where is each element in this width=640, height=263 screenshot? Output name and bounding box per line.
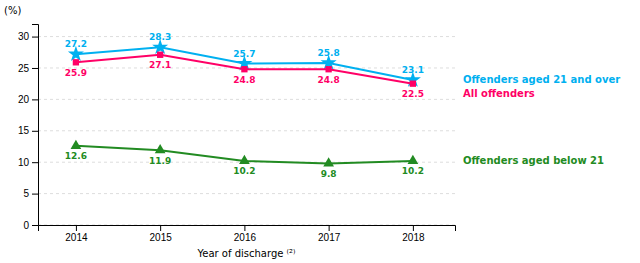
- y-tick: 20: [18, 94, 38, 105]
- y-tick-mark: [32, 37, 38, 38]
- x-tick-label: 2017: [318, 232, 341, 243]
- data-label: 9.8: [321, 169, 337, 179]
- data-label: 10.2: [233, 166, 255, 176]
- y-tick: 10: [18, 157, 38, 168]
- y-tick: 25: [18, 63, 38, 74]
- plot: 2014 2015 2016 2017 2018 0 5 10 15 20 25 30 (%) Year …: [4, 5, 620, 259]
- y-tick-mark: [32, 131, 38, 132]
- x-axis: 2014 2015 2016 2017 2018: [39, 225, 456, 243]
- y-tick: 5: [23, 188, 38, 199]
- x-tick-mark: [413, 225, 414, 231]
- y-tick-mark: [32, 225, 38, 226]
- y-tick: 15: [18, 125, 38, 136]
- grid-line: [38, 99, 455, 100]
- y-tick: 0: [23, 220, 38, 231]
- data-label: 25.7: [233, 49, 255, 59]
- data-label: 28.3: [149, 32, 171, 42]
- y-tick-mark: [32, 99, 38, 100]
- grid-line: [38, 36, 455, 37]
- x-axis-line: [39, 226, 456, 232]
- grid-line: [38, 130, 455, 131]
- x-tick-label: 2015: [150, 232, 173, 243]
- series: [71, 140, 419, 167]
- legend-entry: Offenders aged 21 and over: [463, 74, 620, 85]
- x-tick-mark: [160, 225, 161, 231]
- y-tick-label: 25: [18, 63, 30, 74]
- x-tick-mark: [244, 225, 245, 231]
- legend-entry: Offenders aged below 21: [463, 155, 604, 166]
- point: [241, 66, 247, 72]
- x-tick: 2016: [234, 225, 257, 243]
- point: [239, 155, 250, 164]
- x-tick: 2018: [402, 225, 425, 243]
- y-tick: 30: [18, 31, 38, 42]
- legend-entry: All offenders: [463, 88, 535, 99]
- y-tick-mark: [32, 162, 38, 163]
- y-axis: 0 5 10 15 20 25 30: [18, 25, 39, 231]
- x-tick: 2014: [65, 225, 88, 243]
- x-tick-label: 2018: [402, 232, 425, 243]
- y-tick-label: 20: [18, 94, 30, 105]
- data-label: 27.2: [65, 39, 87, 49]
- line: [76, 146, 413, 164]
- data-label: 10.2: [402, 166, 424, 176]
- data-labels: 27.2 28.3 25.7 25.8 23.1 25.9 27.1 24.8 24.8 22.5…: [65, 32, 424, 179]
- data-label: 24.8: [233, 75, 255, 85]
- data-label: 12.6: [65, 151, 87, 161]
- grid-line: [38, 193, 455, 194]
- x-tick-label: 2014: [65, 232, 88, 243]
- x-tick: 2015: [150, 225, 173, 243]
- y-tick-label: 15: [18, 125, 30, 136]
- point: [157, 52, 163, 58]
- data-label: 25.8: [318, 48, 340, 58]
- y-tick-label: 5: [23, 188, 29, 199]
- data-label: 22.5: [402, 89, 424, 99]
- y-axis-line: [32, 25, 39, 226]
- point: [71, 140, 82, 149]
- data-label: 11.9: [149, 156, 171, 166]
- point: [408, 155, 419, 164]
- point: [325, 66, 331, 72]
- y-tick-label: 10: [18, 157, 30, 168]
- data-label: 24.8: [318, 75, 340, 85]
- x-tick-mark: [76, 225, 77, 231]
- y-tick-mark: [32, 68, 38, 69]
- point: [323, 157, 334, 166]
- y-tick-label: 30: [18, 31, 30, 42]
- point: [155, 144, 166, 153]
- point: [73, 59, 79, 65]
- x-tick-mark: [329, 225, 330, 231]
- y-tick-mark: [32, 194, 38, 195]
- data-label: 27.1: [149, 60, 171, 70]
- x-axis-title: Year of discharge ⁽²⁾: [196, 248, 295, 259]
- legend: Offenders aged 21 and over All offenders O…: [463, 74, 620, 166]
- data-label: 23.1: [402, 65, 424, 75]
- data-label: 25.9: [65, 68, 87, 78]
- series: [68, 39, 421, 87]
- marks: [68, 39, 421, 167]
- chart: 2014 2015 2016 2017 2018 0 5 10 15 20 25 30 (%) Year …: [0, 0, 640, 263]
- x-tick-label: 2016: [234, 232, 257, 243]
- y-tick-label: 0: [23, 220, 29, 231]
- x-tick: 2017: [318, 225, 341, 243]
- y-axis-title: (%): [4, 5, 21, 16]
- line: [76, 55, 413, 84]
- point: [410, 81, 416, 87]
- grid: [38, 37, 455, 225]
